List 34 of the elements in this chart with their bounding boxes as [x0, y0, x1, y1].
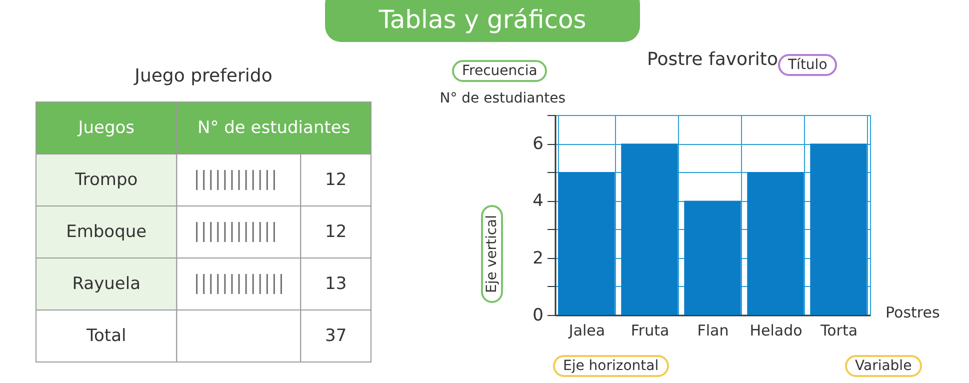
- x-tick-label: Flan: [697, 322, 729, 340]
- bar: [684, 200, 741, 315]
- bar: [621, 144, 678, 315]
- text: Tablas y gráficos: [378, 5, 586, 34]
- category-label: Emboque: [66, 222, 147, 242]
- bar: [747, 172, 804, 315]
- chart-title: Postre favorito: [647, 49, 778, 70]
- y-tick-label: 0: [532, 306, 544, 326]
- text: Eje horizontal: [553, 355, 669, 377]
- y-tick-label: 4: [532, 191, 544, 212]
- y-tick-label: 6: [532, 134, 544, 154]
- y-tick-label: 2: [532, 248, 544, 268]
- data-label: 13: [325, 274, 347, 294]
- text: N° de estudiantes: [197, 118, 350, 138]
- data-label: 12: [325, 222, 347, 242]
- text: Variable: [845, 355, 922, 377]
- text: Frecuencia: [452, 60, 548, 82]
- y-axis-title: N° de estudiantes: [440, 90, 566, 106]
- x-axis-title: Postres: [886, 304, 940, 322]
- text: Título: [778, 54, 838, 76]
- bar: [810, 144, 867, 315]
- text: Juego preferido: [134, 66, 272, 86]
- x-tick-label: Torta: [819, 322, 858, 340]
- text: Total: [86, 326, 126, 346]
- text: 37: [325, 326, 347, 346]
- data-label: 12: [325, 170, 347, 190]
- text: Eje vertical: [481, 205, 503, 303]
- category-label: Rayuela: [72, 274, 140, 294]
- x-tick-label: Helado: [750, 322, 802, 340]
- text: Juegos: [77, 118, 135, 138]
- bar: [558, 172, 615, 315]
- x-tick-label: Jalea: [568, 322, 606, 340]
- category-label: Trompo: [74, 170, 138, 190]
- x-tick-label: Fruta: [630, 322, 670, 340]
